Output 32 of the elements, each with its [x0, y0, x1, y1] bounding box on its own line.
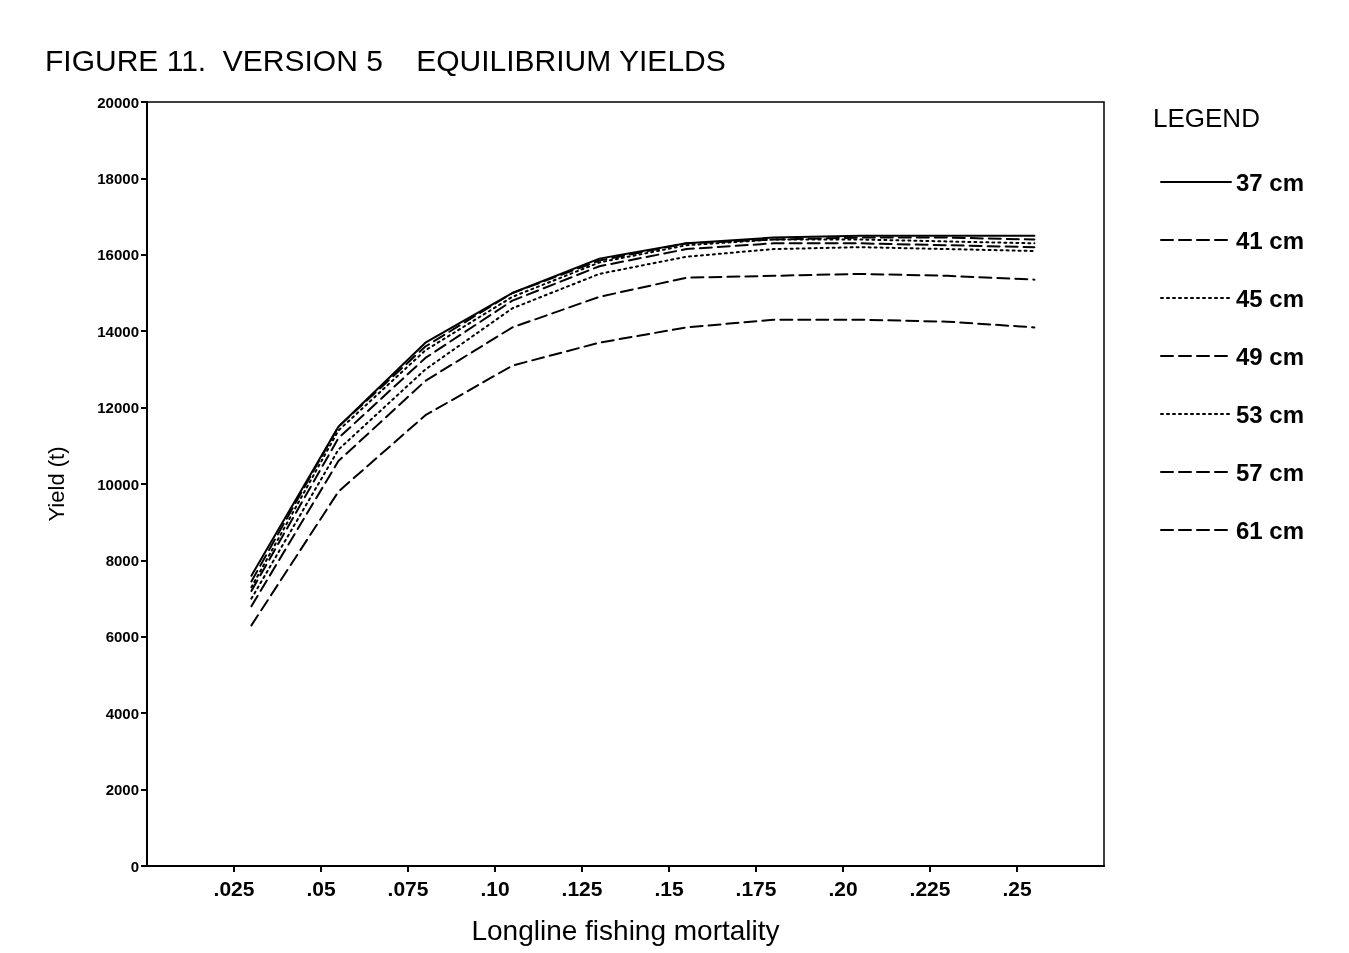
x-tick-label: .05 [306, 877, 336, 900]
x-tick-label: .10 [480, 877, 510, 900]
legend-label: 61 cm [1236, 516, 1305, 544]
legend-label: 53 cm [1236, 400, 1305, 428]
x-tick-label: .20 [828, 877, 858, 900]
legend-label: 45 cm [1236, 284, 1305, 312]
y-tick-label: 4000 [105, 704, 139, 722]
y-tick-label: 2000 [105, 781, 139, 799]
legend-label: 49 cm [1236, 342, 1305, 370]
chart-title: FIGURE 11. VERSION 5 EQUILIBRIUM YIELDS [45, 43, 726, 77]
x-tick-label: .125 [561, 877, 603, 900]
x-tick-label: .225 [909, 877, 951, 900]
y-tick-label: 8000 [105, 551, 139, 569]
x-axis-title: Longline fishing mortality [471, 914, 780, 946]
y-tick-label: 18000 [97, 169, 139, 187]
y-tick-label: 20000 [97, 93, 139, 111]
y-axis-title: Yield (t) [43, 446, 69, 522]
y-tick-label: 14000 [97, 322, 139, 340]
y-tick-label: 6000 [105, 628, 139, 646]
legend-label: 41 cm [1236, 226, 1305, 254]
legend-label: 37 cm [1236, 168, 1305, 196]
x-tick-label: .075 [387, 877, 429, 900]
x-tick-label: .175 [735, 877, 777, 900]
x-tick-label: .025 [213, 877, 255, 900]
x-tick-label: .15 [654, 877, 684, 900]
legend-title: LEGEND [1153, 103, 1260, 133]
legend-label: 57 cm [1236, 458, 1305, 486]
y-tick-label: 10000 [97, 475, 139, 493]
y-tick-label: 16000 [97, 246, 139, 264]
y-tick-label: 12000 [97, 399, 139, 417]
x-tick-label: .25 [1002, 877, 1032, 900]
y-tick-label: 0 [130, 857, 139, 875]
